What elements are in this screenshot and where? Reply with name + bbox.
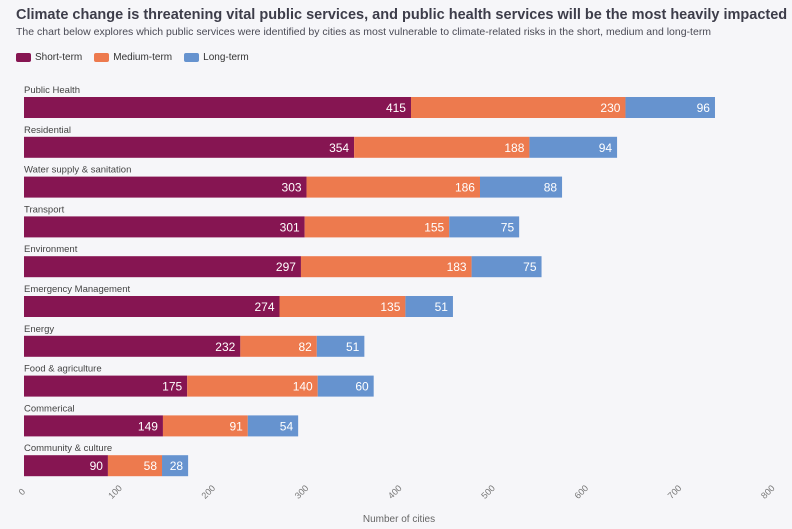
bar-label-water-supply-sanitation-long-term: 88 xyxy=(544,181,558,195)
chart-subtitle: The chart below explores which public se… xyxy=(16,26,712,38)
bar-food-agriculture-long-term[interactable] xyxy=(317,375,374,397)
bar-energy-short-term[interactable] xyxy=(24,335,241,357)
bar-transport-long-term[interactable] xyxy=(449,216,520,238)
bar-commerical-short-term[interactable] xyxy=(24,415,163,437)
bar-label-community-culture-medium-term: 58 xyxy=(144,459,158,473)
category-label-food-agriculture: Food & agriculture xyxy=(24,364,102,375)
bar-label-emergency-management-long-term: 51 xyxy=(435,300,449,314)
bar-label-transport-medium-term: 155 xyxy=(424,220,444,234)
bar-water-supply-sanitation-short-term[interactable] xyxy=(24,176,307,198)
category-label-residential: Residential xyxy=(24,125,71,136)
bar-label-emergency-management-short-term: 274 xyxy=(254,300,274,314)
legend-label-short-term: Short-term xyxy=(35,52,83,63)
legend-item-medium-term[interactable]: Medium-term xyxy=(94,52,172,63)
bar-label-environment-long-term: 75 xyxy=(523,260,537,274)
bar-label-water-supply-sanitation-medium-term: 186 xyxy=(455,181,475,195)
bar-residential-short-term[interactable] xyxy=(24,136,355,158)
bar-transport-medium-term[interactable] xyxy=(304,216,450,238)
x-axis-title: Number of cities xyxy=(363,514,435,525)
bar-community-culture-long-term[interactable] xyxy=(162,455,189,477)
bar-transport-short-term[interactable] xyxy=(24,216,305,238)
bar-emergency-management-long-term[interactable] xyxy=(405,296,453,317)
bar-label-food-agriculture-long-term: 60 xyxy=(355,380,369,394)
bar-commerical-medium-term[interactable] xyxy=(162,415,248,437)
legend-swatch-short-term xyxy=(16,53,31,62)
legend-label-long-term: Long-term xyxy=(203,52,249,63)
bar-label-environment-short-term: 297 xyxy=(276,260,296,274)
bar-emergency-management-short-term[interactable] xyxy=(24,296,280,317)
bar-food-agriculture-medium-term[interactable] xyxy=(187,375,318,397)
bar-environment-long-term[interactable] xyxy=(471,256,542,278)
category-label-water-supply-sanitation: Water supply & sanitation xyxy=(24,165,131,176)
x-tick-label-700: 700 xyxy=(666,483,684,501)
legend-item-long-term[interactable]: Long-term xyxy=(184,52,249,63)
bar-label-residential-long-term: 94 xyxy=(599,141,613,155)
bar-label-emergency-management-medium-term: 135 xyxy=(380,300,400,314)
bar-label-transport-long-term: 75 xyxy=(501,220,515,234)
bar-label-environment-medium-term: 183 xyxy=(447,260,467,274)
category-label-energy: Energy xyxy=(24,324,54,335)
bar-community-culture-short-term[interactable] xyxy=(24,455,108,477)
bar-label-commerical-medium-term: 91 xyxy=(229,419,243,433)
category-label-environment: Environment xyxy=(24,244,78,255)
x-tick-label-600: 600 xyxy=(573,483,591,501)
x-tick-label-500: 500 xyxy=(479,483,497,501)
x-tick-label-100: 100 xyxy=(106,483,124,501)
x-tick-label-200: 200 xyxy=(200,483,218,501)
bar-label-food-agriculture-medium-term: 140 xyxy=(293,380,313,394)
bar-water-supply-sanitation-medium-term[interactable] xyxy=(306,176,480,198)
bar-residential-medium-term[interactable] xyxy=(354,136,530,158)
bar-energy-long-term[interactable] xyxy=(316,335,365,357)
bar-label-commerical-short-term: 149 xyxy=(138,419,158,433)
bar-label-energy-long-term: 51 xyxy=(346,340,360,354)
legend-label-medium-term: Medium-term xyxy=(113,52,173,63)
bar-water-supply-sanitation-long-term[interactable] xyxy=(479,176,563,198)
category-label-emergency-management: Emergency Management xyxy=(24,284,130,295)
x-tick-label-0: 0 xyxy=(17,487,28,498)
bar-label-energy-medium-term: 82 xyxy=(298,340,312,354)
bar-label-residential-short-term: 354 xyxy=(329,141,349,155)
bar-public-health-medium-term[interactable] xyxy=(410,97,626,118)
legend-swatch-long-term xyxy=(184,53,200,62)
bar-environment-short-term[interactable] xyxy=(24,256,301,278)
bar-label-public-health-medium-term: 230 xyxy=(600,101,620,115)
category-label-commerical: Commerical xyxy=(24,403,75,414)
bar-label-residential-medium-term: 188 xyxy=(504,141,524,155)
bar-label-water-supply-sanitation-short-term: 303 xyxy=(282,181,302,195)
bar-public-health-short-term[interactable] xyxy=(24,97,411,118)
bar-label-energy-short-term: 232 xyxy=(215,340,235,354)
x-tick-label-400: 400 xyxy=(386,483,404,501)
legend-item-short-term[interactable]: Short-term xyxy=(16,52,82,63)
category-label-community-culture: Community & culture xyxy=(24,443,112,454)
x-tick-label-300: 300 xyxy=(293,483,311,501)
bar-residential-long-term[interactable] xyxy=(529,136,618,158)
bar-emergency-management-medium-term[interactable] xyxy=(279,296,406,317)
bar-label-commerical-long-term: 54 xyxy=(280,419,294,433)
bar-environment-medium-term[interactable] xyxy=(300,256,472,278)
bar-commerical-long-term[interactable] xyxy=(247,415,299,437)
bar-label-public-health-long-term: 96 xyxy=(697,101,711,115)
bar-label-public-health-short-term: 415 xyxy=(386,101,406,115)
bar-label-food-agriculture-short-term: 175 xyxy=(162,380,182,394)
bar-energy-medium-term[interactable] xyxy=(240,335,317,357)
bar-public-health-long-term[interactable] xyxy=(625,97,715,118)
x-tick-label-800: 800 xyxy=(759,483,777,501)
category-label-public-health: Public Health xyxy=(24,85,80,96)
category-label-transport: Transport xyxy=(24,204,65,215)
chart-title: Climate change is threatening vital publ… xyxy=(16,7,788,23)
bar-label-community-culture-short-term: 90 xyxy=(90,459,104,473)
legend: Short-term Medium-term Long-term xyxy=(16,52,249,63)
legend-swatch-medium-term xyxy=(94,53,110,62)
bar-label-community-culture-long-term: 28 xyxy=(170,459,184,473)
bar-label-transport-short-term: 301 xyxy=(280,220,300,234)
bar-community-culture-medium-term[interactable] xyxy=(107,455,163,477)
bar-food-agriculture-short-term[interactable] xyxy=(24,375,188,397)
